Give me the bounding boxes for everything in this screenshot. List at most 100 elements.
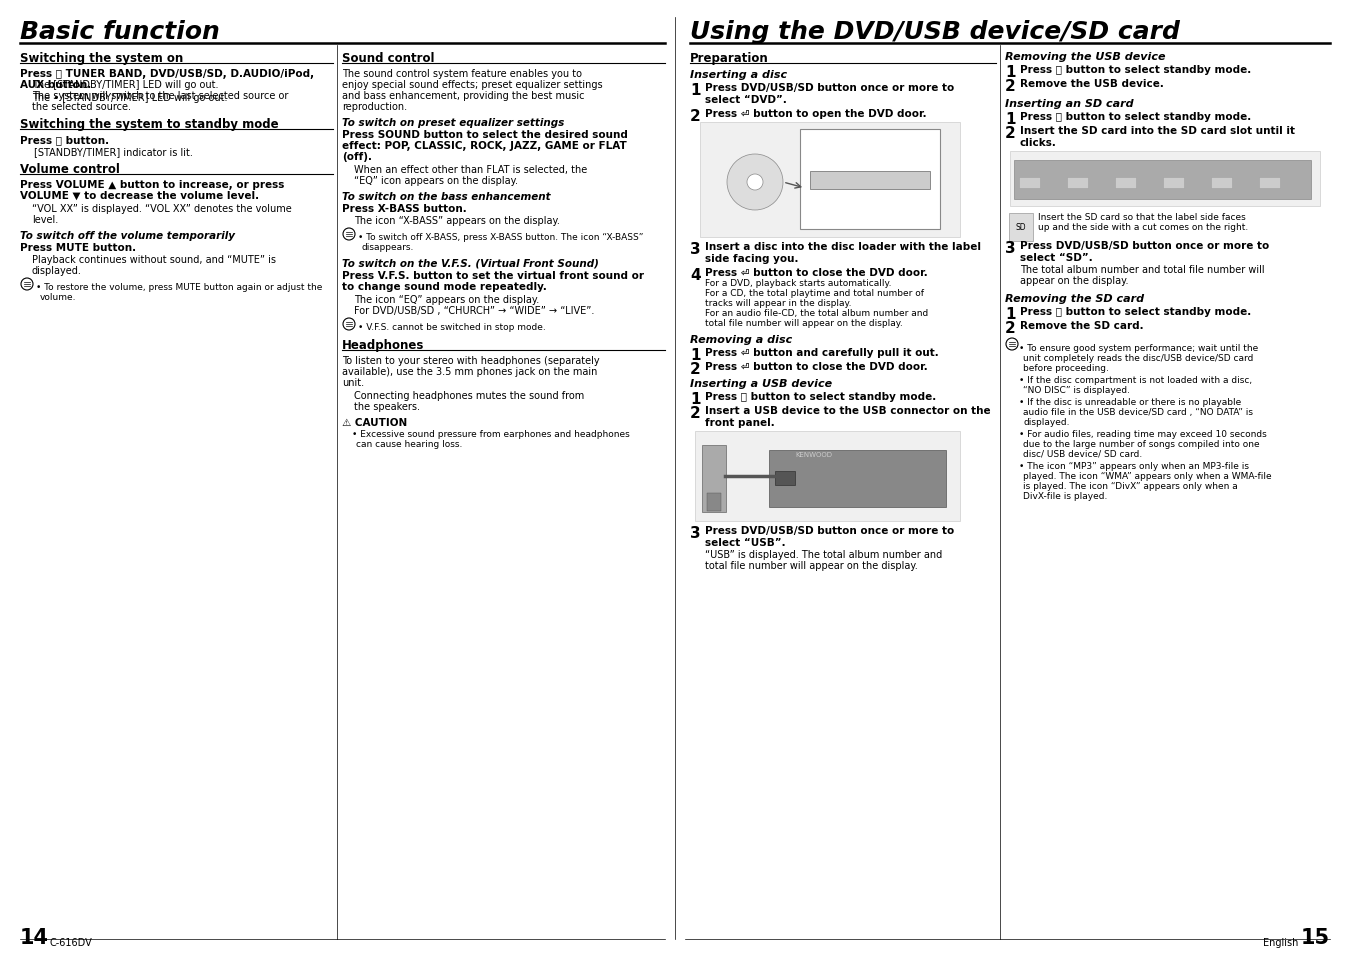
- Text: “USB” is displayed. The total album number and: “USB” is displayed. The total album numb…: [705, 550, 942, 559]
- Text: 2: 2: [1004, 79, 1015, 94]
- Text: The icon “EQ” appears on the display.: The icon “EQ” appears on the display.: [354, 294, 539, 305]
- Text: English: English: [1262, 937, 1297, 947]
- Text: “VOL XX” is displayed. “VOL XX” denotes the volume: “VOL XX” is displayed. “VOL XX” denotes …: [32, 204, 292, 213]
- Text: The icon “X-BASS” appears on the display.: The icon “X-BASS” appears on the display…: [354, 215, 560, 226]
- FancyBboxPatch shape: [1014, 161, 1311, 200]
- Circle shape: [728, 154, 783, 211]
- FancyBboxPatch shape: [707, 494, 721, 512]
- Text: 1: 1: [1004, 65, 1015, 80]
- Text: Connecting headphones mutes the sound from: Connecting headphones mutes the sound fr…: [354, 391, 585, 400]
- Text: For an audio file-CD, the total album number and: For an audio file-CD, the total album nu…: [705, 309, 929, 317]
- Text: Press ⏎ button to open the DVD door.: Press ⏎ button to open the DVD door.: [705, 109, 926, 119]
- Text: clicks.: clicks.: [1021, 138, 1057, 148]
- Circle shape: [747, 174, 763, 191]
- Text: Inserting an SD card: Inserting an SD card: [1004, 99, 1134, 109]
- Text: Removing the SD card: Removing the SD card: [1004, 294, 1143, 304]
- Text: • To switch off X-BASS, press X-BASS button. The icon “X-BASS”: • To switch off X-BASS, press X-BASS but…: [358, 233, 644, 242]
- FancyBboxPatch shape: [801, 130, 940, 230]
- Text: Press ⏎ button to close the DVD door.: Press ⏎ button to close the DVD door.: [705, 268, 927, 277]
- Text: total file number will appear on the display.: total file number will appear on the dis…: [705, 318, 903, 328]
- Text: • The icon “MP3” appears only when an MP3-file is: • The icon “MP3” appears only when an MP…: [1019, 461, 1249, 471]
- Text: The [STANDBY/TIMER] LED will go out.: The [STANDBY/TIMER] LED will go out.: [32, 80, 219, 90]
- Text: appear on the display.: appear on the display.: [1021, 275, 1129, 286]
- Text: 2: 2: [690, 109, 701, 124]
- FancyBboxPatch shape: [1010, 152, 1320, 207]
- Text: For DVD/USB/SD , “CHURCH” → “WIDE” → “LIVE”.: For DVD/USB/SD , “CHURCH” → “WIDE” → “LI…: [354, 306, 594, 315]
- Text: is played. The icon “DivX” appears only when a: is played. The icon “DivX” appears only …: [1023, 481, 1238, 491]
- Text: effect: POP, CLASSIC, ROCK, JAZZ, GAME or FLAT: effect: POP, CLASSIC, ROCK, JAZZ, GAME o…: [342, 141, 626, 151]
- Text: Removing a disc: Removing a disc: [690, 335, 792, 345]
- Text: enjoy special sound effects; preset equalizer settings: enjoy special sound effects; preset equa…: [342, 80, 602, 90]
- Text: Inserting a disc: Inserting a disc: [690, 70, 787, 80]
- Text: the selected source.: the selected source.: [32, 102, 131, 112]
- Text: Remove the USB device.: Remove the USB device.: [1021, 79, 1164, 89]
- Text: front panel.: front panel.: [705, 417, 775, 428]
- Text: displayed.: displayed.: [32, 266, 82, 275]
- Text: level.: level.: [32, 214, 58, 225]
- Text: “EQ” icon appears on the display.: “EQ” icon appears on the display.: [354, 175, 518, 186]
- Text: played. The icon “WMA” appears only when a WMA-file: played. The icon “WMA” appears only when…: [1023, 472, 1272, 480]
- FancyBboxPatch shape: [1115, 178, 1137, 190]
- Text: Press VOLUME ▲ button to increase, or press: Press VOLUME ▲ button to increase, or pr…: [20, 180, 285, 190]
- Text: tracks will appear in the display.: tracks will appear in the display.: [705, 298, 852, 308]
- Text: • If the disc compartment is not loaded with a disc,: • If the disc compartment is not loaded …: [1019, 375, 1253, 385]
- Text: Press ⒨ button to select standby mode.: Press ⒨ button to select standby mode.: [1021, 112, 1251, 122]
- FancyBboxPatch shape: [810, 172, 930, 190]
- Text: up and the side with a cut comes on the right.: up and the side with a cut comes on the …: [1038, 223, 1249, 232]
- FancyBboxPatch shape: [1164, 178, 1184, 190]
- Text: DivX-file is played.: DivX-file is played.: [1023, 492, 1107, 500]
- Text: 2: 2: [1004, 126, 1015, 141]
- Text: disappears.: disappears.: [362, 243, 414, 252]
- Text: Preparation: Preparation: [690, 52, 768, 65]
- Text: For a DVD, playback starts automatically.: For a DVD, playback starts automatically…: [705, 278, 891, 288]
- Text: available), use the 3.5 mm phones jack on the main: available), use the 3.5 mm phones jack o…: [342, 367, 597, 376]
- FancyBboxPatch shape: [769, 451, 946, 507]
- Text: Basic function: Basic function: [20, 20, 220, 44]
- Text: • If the disc is unreadable or there is no playable: • If the disc is unreadable or there is …: [1019, 397, 1241, 407]
- Text: Press MUTE button.: Press MUTE button.: [20, 243, 136, 253]
- Text: total file number will appear on the display.: total file number will appear on the dis…: [705, 560, 918, 571]
- Text: The sound control system feature enables you to: The sound control system feature enables…: [342, 69, 582, 79]
- Text: and bass enhancement, providing the best music: and bass enhancement, providing the best…: [342, 91, 585, 101]
- Text: 1: 1: [690, 392, 701, 407]
- Text: select “DVD”.: select “DVD”.: [705, 95, 787, 105]
- Text: Press DVD/USB/SD button once or more to: Press DVD/USB/SD button once or more to: [1021, 241, 1269, 251]
- Text: side facing you.: side facing you.: [705, 253, 798, 264]
- Text: Volume control: Volume control: [20, 163, 120, 175]
- Text: select “SD”.: select “SD”.: [1021, 253, 1092, 263]
- Text: Press ⒨ button.: Press ⒨ button.: [20, 135, 109, 145]
- Text: Press ⏎ button and carefully pull it out.: Press ⏎ button and carefully pull it out…: [705, 348, 938, 357]
- FancyBboxPatch shape: [1260, 178, 1281, 190]
- Text: 2: 2: [690, 361, 701, 376]
- Text: Playback continues without sound, and “MUTE” is: Playback continues without sound, and “M…: [32, 254, 275, 265]
- Text: To switch off the volume temporarily: To switch off the volume temporarily: [20, 231, 235, 241]
- FancyBboxPatch shape: [1019, 178, 1041, 190]
- Text: (off).: (off).: [342, 152, 373, 162]
- Text: due to the large number of songs compiled into one: due to the large number of songs compile…: [1023, 439, 1260, 449]
- Text: 3: 3: [690, 525, 701, 540]
- FancyBboxPatch shape: [775, 472, 795, 485]
- Text: volume.: volume.: [40, 293, 77, 302]
- Text: disc/ USB device/ SD card.: disc/ USB device/ SD card.: [1023, 450, 1142, 458]
- FancyBboxPatch shape: [695, 432, 960, 521]
- Text: AUX button.: AUX button.: [20, 80, 92, 90]
- Text: 2: 2: [690, 406, 701, 420]
- Text: ⚠ CAUTION: ⚠ CAUTION: [342, 417, 408, 428]
- Text: unit completely reads the disc/USB device/SD card: unit completely reads the disc/USB devic…: [1023, 354, 1253, 363]
- Text: Press ⒨ button to select standby mode.: Press ⒨ button to select standby mode.: [705, 392, 937, 401]
- Text: Headphones: Headphones: [342, 338, 424, 352]
- Text: When an effect other than FLAT is selected, the: When an effect other than FLAT is select…: [354, 165, 587, 174]
- Text: To switch on the bass enhancement: To switch on the bass enhancement: [342, 192, 551, 202]
- Text: 3: 3: [1004, 241, 1015, 255]
- Text: select “USB”.: select “USB”.: [705, 537, 786, 547]
- Text: Press DVD/USB/SD button once or more to: Press DVD/USB/SD button once or more to: [705, 525, 954, 536]
- Text: 3: 3: [690, 242, 701, 256]
- Text: displayed.: displayed.: [1023, 417, 1069, 427]
- Text: Using the DVD/USB device/SD card: Using the DVD/USB device/SD card: [690, 20, 1180, 44]
- Text: 1: 1: [1004, 112, 1015, 127]
- Text: Insert the SD card into the SD card slot until it: Insert the SD card into the SD card slot…: [1021, 126, 1295, 136]
- Text: Sound control: Sound control: [342, 52, 435, 65]
- Text: 1: 1: [690, 348, 701, 363]
- FancyBboxPatch shape: [1068, 178, 1088, 190]
- Text: before proceeding.: before proceeding.: [1023, 364, 1108, 373]
